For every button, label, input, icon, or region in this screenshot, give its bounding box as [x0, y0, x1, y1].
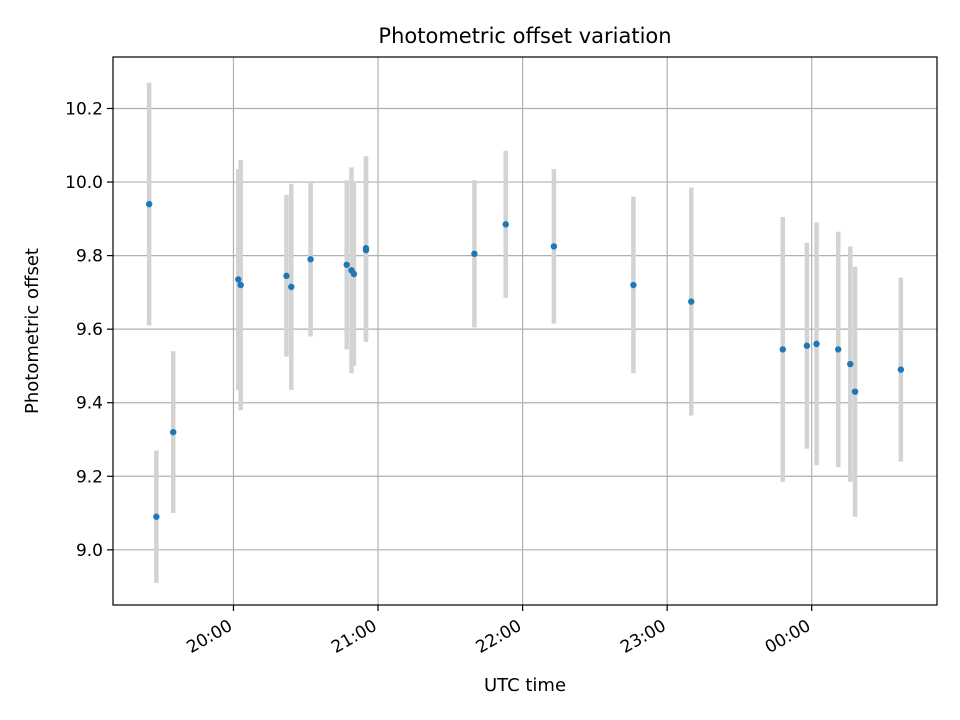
data-point: [835, 346, 842, 353]
data-point: [235, 276, 242, 283]
data-point: [471, 250, 478, 257]
y-tick-label: 9.6: [76, 320, 103, 340]
y-tick-label: 10.2: [65, 99, 103, 119]
data-point: [283, 272, 290, 280]
data-point: [288, 283, 295, 291]
y-axis-title: Photometric offset: [22, 248, 43, 414]
y-tick-label: 10.0: [65, 173, 103, 193]
data-point: [550, 243, 558, 250]
grid: [113, 57, 937, 605]
data-point: [145, 200, 153, 208]
data-point: [847, 360, 854, 368]
data-point: [897, 366, 905, 373]
x-axis-title: UTC time: [484, 675, 566, 696]
data-point: [362, 246, 370, 254]
data-point: [813, 340, 820, 348]
data-point: [170, 428, 177, 436]
chart-title: Photometric offset variation: [378, 24, 671, 48]
data-point: [803, 342, 811, 349]
y-tick-label: 9.0: [76, 541, 103, 561]
data-point: [851, 388, 859, 395]
data-point: [688, 298, 695, 305]
plot-frame: [112, 56, 938, 606]
data-point: [307, 256, 314, 263]
data-point: [153, 513, 160, 520]
data-point: [779, 346, 787, 353]
data-points: [145, 200, 905, 520]
y-axis-ticks: 9.0 9.2 9.4 9.6 9.8 10.0 10.2: [65, 99, 113, 561]
data-point: [237, 281, 244, 289]
y-tick-label: 9.2: [76, 467, 103, 487]
y-tick-label: 9.8: [76, 247, 103, 267]
data-point: [350, 270, 358, 278]
data-point: [343, 261, 350, 268]
data-point: [502, 221, 509, 228]
y-tick-label: 9.4: [76, 394, 103, 414]
data-point: [630, 281, 637, 289]
